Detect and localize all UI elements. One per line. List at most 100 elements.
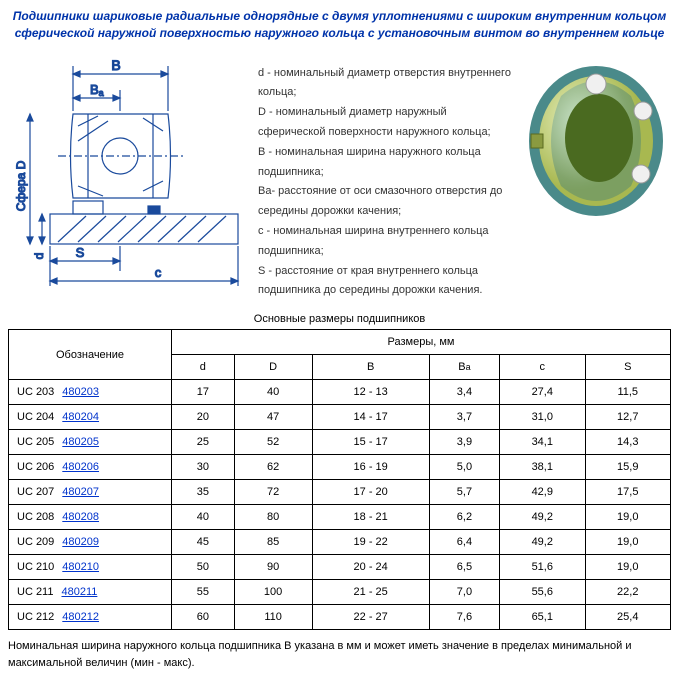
cell-c: 51,6: [500, 555, 585, 580]
designation-cell: UC 203480203: [9, 380, 172, 405]
table-row: UC 210480210509020 - 246,551,619,0: [9, 555, 671, 580]
legend-item: Ba- расстояние от оси смазочного отверст…: [258, 182, 511, 222]
cell-S: 14,3: [585, 430, 671, 455]
designation-cell: UC 204480204: [9, 405, 172, 430]
cell-S: 19,0: [585, 530, 671, 555]
cell-B: 17 - 20: [312, 480, 429, 505]
cell-D: 85: [234, 530, 312, 555]
table-row: UC 205480205255215 - 173,934,114,3: [9, 430, 671, 455]
col-designation: Обозначение: [9, 330, 172, 380]
designation-cell: UC 207480207: [9, 480, 172, 505]
designation-cell: UC 209480209: [9, 530, 172, 555]
part-link[interactable]: 480209: [62, 536, 99, 548]
cell-c: 42,9: [500, 480, 585, 505]
title-line-1: Подшипники шариковые радиальные однорядн…: [13, 9, 667, 23]
cell-Ba: 7,0: [429, 580, 499, 605]
cell-D: 110: [234, 605, 312, 630]
cell-d: 40: [172, 505, 235, 530]
designation-cell: UC 206480206: [9, 455, 172, 480]
part-link[interactable]: 480207: [62, 486, 99, 498]
cell-D: 72: [234, 480, 312, 505]
table-row: UC 206480206306216 - 195,038,115,9: [9, 455, 671, 480]
table-row: UC 204480204204714 - 173,731,012,7: [9, 405, 671, 430]
legend-item: S - расстояние от края внутреннего кольц…: [258, 262, 511, 302]
cell-B: 19 - 22: [312, 530, 429, 555]
col-D: D: [234, 355, 312, 380]
cell-B: 20 - 24: [312, 555, 429, 580]
cell-Ba: 3,4: [429, 380, 499, 405]
label-c: c: [155, 265, 162, 280]
page-title: Подшипники шариковые радиальные однорядн…: [8, 8, 671, 42]
cell-d: 35: [172, 480, 235, 505]
cell-D: 62: [234, 455, 312, 480]
footnote: Номинальная ширина наружного кольца подш…: [8, 638, 671, 671]
bearing-render: [521, 56, 671, 302]
cell-Ba: 5,7: [429, 480, 499, 505]
cell-S: 19,0: [585, 555, 671, 580]
part-link[interactable]: 480204: [62, 411, 99, 423]
designation-cell: UC 211480211: [9, 580, 172, 605]
cell-d: 20: [172, 405, 235, 430]
label-Ba: Ba: [90, 82, 104, 98]
cell-Ba: 7,6: [429, 605, 499, 630]
table-row: UC 208480208408018 - 216,249,219,0: [9, 505, 671, 530]
legend: d - номинальный диаметр отверстия внутре…: [258, 56, 511, 302]
cell-c: 27,4: [500, 380, 585, 405]
label-S: S: [76, 245, 85, 260]
label-d: d: [32, 252, 46, 259]
cell-S: 11,5: [585, 380, 671, 405]
sizes-table: Обозначение Размеры, мм d D B Ba c S UC …: [8, 329, 671, 630]
cell-S: 25,4: [585, 605, 671, 630]
cell-d: 50: [172, 555, 235, 580]
designation-cell: UC 208480208: [9, 505, 172, 530]
designation-cell: UC 210480210: [9, 555, 172, 580]
cell-B: 18 - 21: [312, 505, 429, 530]
table-caption: Основные размеры подшипников: [8, 313, 671, 325]
cell-d: 60: [172, 605, 235, 630]
col-c: c: [500, 355, 585, 380]
cell-d: 25: [172, 430, 235, 455]
part-link[interactable]: 480212: [62, 611, 99, 623]
cell-c: 31,0: [500, 405, 585, 430]
designation-cell: UC 205480205: [9, 430, 172, 455]
cell-D: 100: [234, 580, 312, 605]
cell-S: 15,9: [585, 455, 671, 480]
legend-item: D - номинальный диаметр наружный сфериче…: [258, 103, 511, 143]
table-row: UC 2124802126011022 - 277,665,125,4: [9, 605, 671, 630]
col-sizes: Размеры, мм: [172, 330, 671, 355]
table-row: UC 207480207357217 - 205,742,917,5: [9, 480, 671, 505]
cell-S: 17,5: [585, 480, 671, 505]
part-link[interactable]: 480211: [61, 586, 97, 598]
label-B: B: [111, 57, 120, 73]
cell-B: 21 - 25: [312, 580, 429, 605]
cell-d: 45: [172, 530, 235, 555]
cell-Ba: 3,7: [429, 405, 499, 430]
part-link[interactable]: 480203: [62, 386, 99, 398]
part-link[interactable]: 480205: [62, 436, 99, 448]
cell-Ba: 5,0: [429, 455, 499, 480]
designation-cell: UC 212480212: [9, 605, 172, 630]
cell-Ba: 6,2: [429, 505, 499, 530]
cell-Ba: 6,5: [429, 555, 499, 580]
table-row: UC 2114802115510021 - 257,055,622,2: [9, 580, 671, 605]
label-sphere-d: Сфера D: [14, 160, 28, 211]
table-row: UC 209480209458519 - 226,449,219,0: [9, 530, 671, 555]
cell-B: 22 - 27: [312, 605, 429, 630]
legend-item: c - номинальная ширина внутреннего кольц…: [258, 222, 511, 262]
cell-d: 55: [172, 580, 235, 605]
table-row: UC 203480203174012 - 133,427,411,5: [9, 380, 671, 405]
cell-d: 30: [172, 455, 235, 480]
cell-D: 52: [234, 430, 312, 455]
legend-item: B - номинальная ширина наружного кольца …: [258, 143, 511, 183]
cell-c: 55,6: [500, 580, 585, 605]
part-link[interactable]: 480206: [62, 461, 99, 473]
cell-c: 34,1: [500, 430, 585, 455]
cell-Ba: 6,4: [429, 530, 499, 555]
part-link[interactable]: 480210: [62, 561, 99, 573]
cell-d: 17: [172, 380, 235, 405]
cell-S: 12,7: [585, 405, 671, 430]
top-section: B Ba: [8, 56, 671, 302]
cell-D: 90: [234, 555, 312, 580]
part-link[interactable]: 480208: [62, 511, 99, 523]
cell-c: 49,2: [500, 530, 585, 555]
